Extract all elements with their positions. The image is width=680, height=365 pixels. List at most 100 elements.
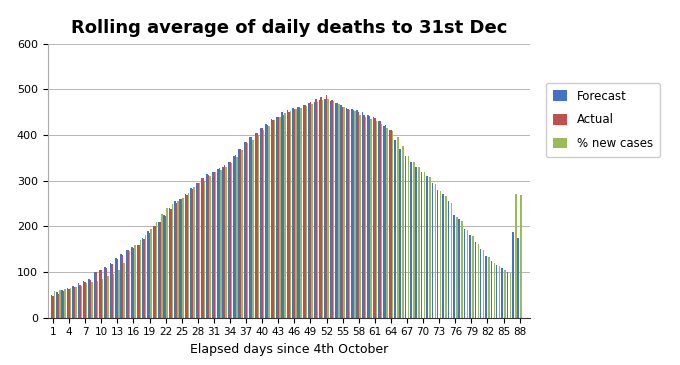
Bar <box>169 208 170 318</box>
Bar <box>127 250 129 318</box>
Bar <box>70 288 71 318</box>
Bar <box>326 95 327 318</box>
Bar <box>315 99 317 318</box>
Bar <box>67 288 68 318</box>
Bar <box>95 272 97 318</box>
Bar <box>453 215 454 318</box>
Bar <box>507 272 508 318</box>
Bar <box>235 155 236 318</box>
Bar <box>84 282 86 318</box>
Bar <box>231 163 233 318</box>
Bar <box>139 240 141 318</box>
Bar <box>254 133 256 318</box>
Bar <box>410 162 411 318</box>
Bar <box>172 204 173 318</box>
Bar <box>424 172 426 318</box>
Bar <box>392 131 393 318</box>
Bar <box>192 189 193 318</box>
Bar <box>160 222 161 318</box>
Bar <box>405 155 406 318</box>
Bar <box>342 107 343 318</box>
Bar <box>363 115 365 318</box>
Bar <box>180 199 181 318</box>
Bar <box>341 105 342 318</box>
Bar <box>124 263 125 318</box>
Bar <box>197 183 199 318</box>
Bar <box>287 110 288 318</box>
Bar <box>73 287 75 318</box>
Bar <box>367 115 369 318</box>
Bar <box>225 167 227 318</box>
Bar <box>244 142 245 318</box>
Bar <box>462 221 463 318</box>
Bar <box>381 124 382 318</box>
Bar <box>241 150 243 318</box>
Bar <box>193 187 194 318</box>
Bar <box>239 149 240 318</box>
Bar <box>415 167 417 318</box>
Bar <box>290 111 291 318</box>
Bar <box>97 281 98 318</box>
Bar <box>137 245 138 318</box>
Bar <box>54 291 55 318</box>
Bar <box>282 112 283 318</box>
Bar <box>375 121 377 318</box>
Bar <box>156 222 157 318</box>
Bar <box>327 99 329 318</box>
Bar <box>284 113 286 318</box>
Bar <box>249 137 251 318</box>
Bar <box>145 235 146 318</box>
Bar <box>385 125 386 318</box>
Bar <box>263 130 265 318</box>
Bar <box>469 235 471 318</box>
Bar <box>335 103 337 318</box>
X-axis label: Elapsed days since 4th October: Elapsed days since 4th October <box>190 343 388 356</box>
Bar <box>61 290 63 318</box>
Bar <box>224 165 225 318</box>
Bar <box>190 188 192 318</box>
Bar <box>331 100 333 318</box>
Bar <box>510 273 511 318</box>
Bar <box>80 285 82 318</box>
Bar <box>309 102 311 318</box>
Bar <box>86 283 88 318</box>
Bar <box>181 199 182 318</box>
Bar <box>294 109 295 318</box>
Bar <box>399 149 401 318</box>
Bar <box>273 120 275 318</box>
Bar <box>118 270 120 318</box>
Bar <box>451 203 452 318</box>
Bar <box>152 226 154 318</box>
Bar <box>102 279 103 318</box>
Bar <box>349 110 350 318</box>
Bar <box>466 230 469 318</box>
Bar <box>133 248 134 318</box>
Bar <box>134 245 136 318</box>
Bar <box>261 128 263 318</box>
Bar <box>59 290 61 318</box>
Bar <box>142 238 143 318</box>
Bar <box>109 263 112 318</box>
Bar <box>403 146 404 318</box>
Bar <box>408 155 409 318</box>
Bar <box>319 100 320 318</box>
Bar <box>158 222 160 318</box>
Bar <box>52 296 54 318</box>
Bar <box>149 233 150 318</box>
Bar <box>333 101 334 318</box>
Bar <box>488 257 490 318</box>
Bar <box>129 251 131 318</box>
Bar <box>437 190 439 318</box>
Bar <box>161 214 163 318</box>
Bar <box>131 247 133 318</box>
Bar <box>338 104 339 318</box>
Bar <box>213 172 215 318</box>
Bar <box>177 201 179 318</box>
Bar <box>283 115 284 318</box>
Bar <box>432 183 433 318</box>
Bar <box>229 161 231 318</box>
Bar <box>440 191 441 318</box>
Bar <box>215 172 216 318</box>
Bar <box>447 201 449 318</box>
Bar <box>272 120 273 318</box>
